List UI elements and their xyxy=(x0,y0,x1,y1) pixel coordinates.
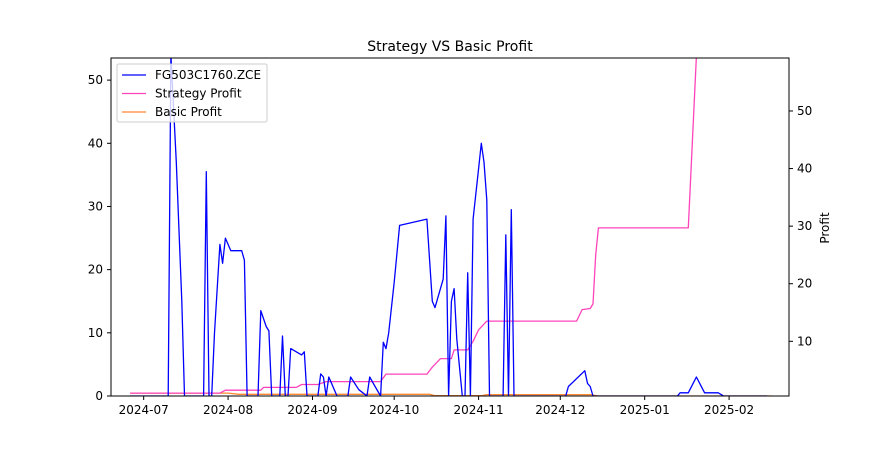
x-tick-label: 2024-07 xyxy=(119,403,169,417)
y-right-tick-label: 10 xyxy=(797,334,812,348)
legend: FG503C1760.ZCE Strategy Profit Basic Profi… xyxy=(116,63,268,123)
legend-label: Strategy Profit xyxy=(155,87,242,101)
legend-label: FG503C1760.ZCE xyxy=(155,68,261,82)
series-line-fg503c1760-zce xyxy=(130,58,768,396)
y-right-tick-label: 20 xyxy=(797,277,812,291)
x-tick-label: 2024-12 xyxy=(535,403,585,417)
x-tick-label: 2024-08 xyxy=(203,403,253,417)
x-tick-label: 2024-11 xyxy=(454,403,504,417)
plot-frame xyxy=(110,57,790,397)
y-left-tick-label: 0 xyxy=(95,389,103,403)
chart-title: Strategy VS Basic Profit xyxy=(367,39,533,55)
y-left-tick-label: 50 xyxy=(88,73,103,87)
y-left-tick-label: 40 xyxy=(88,136,103,150)
axes-layer: 2024-07 2024-08 2024-09 2024-10 2024-11 2024-… xyxy=(88,57,812,417)
x-tick-label: 2024-10 xyxy=(369,403,419,417)
y-right-tick-label: 40 xyxy=(797,162,812,176)
y-right-tick-label: 50 xyxy=(797,104,812,118)
y-left-tick-label: 10 xyxy=(88,326,103,340)
x-tick-label: 2024-09 xyxy=(287,403,337,417)
x-tick-label: 2025-01 xyxy=(620,403,670,417)
x-tick-label: 2025-02 xyxy=(704,403,754,417)
legend-label: Basic Profit xyxy=(155,105,222,119)
legend-box xyxy=(116,63,268,123)
y-left-tick-label: 20 xyxy=(88,263,103,277)
y-right-tick-label: 30 xyxy=(797,219,812,233)
y-left-tick-label: 30 xyxy=(88,199,103,213)
y-axis-right-label: Profit xyxy=(818,212,832,244)
